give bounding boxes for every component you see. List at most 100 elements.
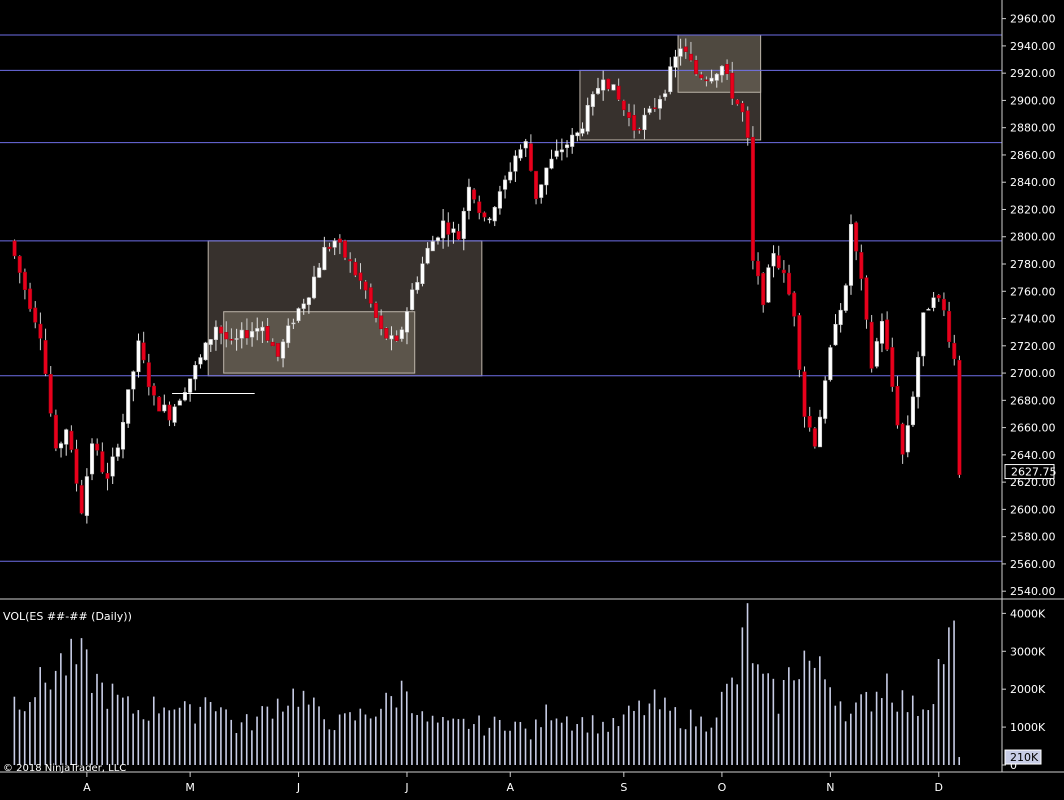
volume-bar[interactable] [147,720,150,765]
volume-bar[interactable] [328,729,331,765]
candle-body[interactable] [709,77,714,82]
volume-bar[interactable] [953,620,955,765]
candle-body[interactable] [363,281,368,291]
volume-bar[interactable] [689,709,692,765]
volume-bar[interactable] [658,709,661,765]
candle-body[interactable] [296,308,301,322]
candle-body[interactable] [110,456,115,477]
volume-bar[interactable] [307,704,310,765]
candle-body[interactable] [905,425,910,453]
volume-bar[interactable] [96,673,98,765]
volume-bar[interactable] [901,690,904,765]
candle-body[interactable] [43,340,48,375]
volume-bar[interactable] [627,705,630,765]
volume-bar[interactable] [860,694,862,765]
volume-bar[interactable] [323,719,325,765]
volume-bar[interactable] [504,730,506,765]
volume-bar[interactable] [220,707,222,765]
volume-bar[interactable] [911,695,914,765]
volume-bar[interactable] [405,691,408,765]
candle-body[interactable] [781,269,786,274]
candle-body[interactable] [792,292,797,317]
candle-body[interactable] [740,103,745,113]
volume-bar[interactable] [230,719,233,765]
volume-bar[interactable] [390,696,393,765]
volume-bar[interactable] [514,721,516,765]
candle-body[interactable] [275,343,280,357]
volume-bar[interactable] [421,711,424,765]
candle-body[interactable] [198,357,203,365]
candle-body[interactable] [874,341,879,367]
candle-body[interactable] [59,443,64,449]
volume-bar[interactable] [385,692,387,765]
candle-body[interactable] [358,272,363,281]
volume-bar[interactable] [333,730,336,765]
volume-bar[interactable] [111,683,114,765]
volume-bar[interactable] [772,678,775,765]
candlestick-series[interactable] [12,38,962,524]
volume-bar[interactable] [436,722,439,765]
volume-bar[interactable] [137,710,140,765]
candle-body[interactable] [879,321,885,344]
candle-body[interactable] [291,322,296,325]
candle-body[interactable] [704,79,709,82]
volume-bar[interactable] [65,675,67,765]
candle-body[interactable] [389,335,394,340]
candle-body[interactable] [136,340,141,373]
candle-body[interactable] [84,476,89,516]
volume-bar[interactable] [643,715,646,765]
candle-body[interactable] [79,485,84,514]
volume-bar[interactable] [442,716,444,765]
volume-bar[interactable] [633,710,635,765]
candle-body[interactable] [864,277,869,320]
volume-bar[interactable] [60,653,62,765]
volume-bar[interactable] [127,696,129,765]
candle-body[interactable] [869,321,874,369]
volume-bar[interactable] [194,723,196,765]
volume-bar[interactable] [467,728,470,765]
candle-body[interactable] [250,331,255,338]
candle-body[interactable] [776,255,781,269]
candle-body[interactable] [317,267,322,278]
candle-body[interactable] [265,326,270,341]
volume-bar[interactable] [292,688,294,765]
candle-body[interactable] [399,329,404,339]
volume-bar[interactable] [297,706,300,765]
volume-bar[interactable] [622,714,625,765]
volume-bar[interactable] [318,706,320,765]
candle-body[interactable] [379,315,384,330]
candle-body[interactable] [957,360,962,475]
volume-bar[interactable] [571,730,573,765]
candle-body[interactable] [544,167,549,186]
candle-body[interactable] [947,311,952,343]
candle-body[interactable] [286,325,291,344]
candle-body[interactable] [270,341,275,347]
candle-body[interactable] [17,255,22,273]
volume-bar[interactable] [720,691,723,765]
candle-body[interactable] [890,347,895,387]
candle-body[interactable] [415,282,420,291]
volume-bar[interactable] [183,701,186,765]
volume-bar[interactable] [34,697,36,765]
candle-body[interactable] [255,328,260,332]
candle-body[interactable] [626,112,632,118]
candle-body[interactable] [735,99,740,105]
volume-bar[interactable] [488,727,491,765]
candle-body[interactable] [420,263,425,284]
volume-bar[interactable] [829,687,831,765]
candle-body[interactable] [916,357,921,398]
candle-body[interactable] [559,149,564,153]
volume-bar[interactable] [602,721,604,765]
candle-body[interactable] [446,222,451,235]
candle-body[interactable] [167,404,172,421]
volume-bar[interactable] [39,667,41,765]
volume-bar[interactable] [256,716,258,765]
candle-body[interactable] [193,365,198,380]
volume-bar[interactable] [163,707,165,765]
volume-bar[interactable] [251,730,253,765]
volume-bar[interactable] [581,717,584,765]
volume-bar[interactable] [498,719,501,765]
candle-body[interactable] [823,380,828,419]
candle-body[interactable] [22,271,27,291]
candle-body[interactable] [652,107,657,109]
